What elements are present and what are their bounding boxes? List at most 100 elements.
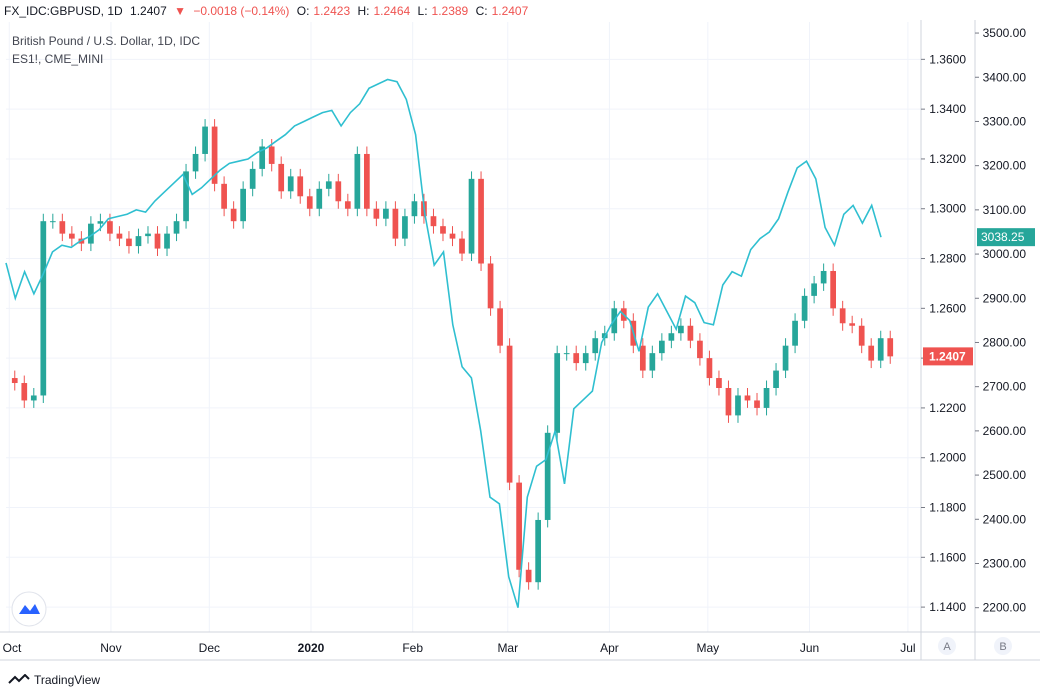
candle	[211, 119, 218, 192]
candle-body	[554, 353, 561, 433]
gbpusd-last-price-tag: 1.2407	[923, 347, 973, 366]
scale-button-a[interactable]: A	[938, 637, 956, 655]
candle-body	[687, 325, 694, 341]
candle-body	[459, 238, 465, 254]
candle-body	[221, 183, 227, 209]
candle	[173, 213, 180, 242]
candle	[830, 263, 836, 316]
right-axis-tick-label: 3100.00	[983, 203, 1027, 217]
x-axis-tick-label: Jun	[800, 641, 819, 655]
candle	[344, 193, 351, 217]
candle	[811, 275, 817, 304]
candle-body	[544, 432, 551, 520]
candle	[487, 256, 494, 316]
candle	[744, 388, 751, 408]
candle-body	[497, 308, 503, 346]
candle	[582, 345, 589, 371]
candle	[792, 313, 798, 354]
candle	[430, 208, 437, 234]
candle-body	[659, 340, 665, 354]
candle-body	[830, 270, 836, 309]
right-axis-tick-label: 2700.00	[983, 380, 1027, 394]
right-axis-tick-label: 2400.00	[983, 512, 1027, 526]
candle	[297, 168, 304, 204]
candle	[868, 338, 875, 369]
candle	[659, 333, 665, 361]
right-axis-tick-label: 2900.00	[983, 291, 1027, 305]
candle-body	[230, 208, 237, 222]
candle-body	[449, 233, 456, 239]
candle	[639, 338, 646, 379]
left-axis-tick-label: 1.3000	[929, 202, 966, 216]
candle	[49, 213, 56, 229]
x-axis-tick-label: Apr	[600, 641, 619, 655]
candle	[763, 380, 770, 416]
high-value: 1.2464	[373, 4, 411, 18]
high-label: H:	[357, 4, 370, 18]
candle	[849, 315, 856, 334]
candle-body	[145, 233, 151, 237]
candle-body	[392, 208, 399, 239]
left-axis-tick-label: 1.3200	[929, 152, 966, 166]
last-price: 1.2407	[130, 4, 167, 18]
tv-logo-icon[interactable]	[11, 591, 47, 627]
candle	[592, 330, 599, 361]
candle-body	[183, 171, 189, 222]
candle-body	[59, 221, 66, 234]
candle-body	[639, 345, 646, 371]
candle	[516, 475, 522, 578]
right-axis-tick-label: 2500.00	[983, 468, 1027, 482]
candle-body	[69, 233, 75, 239]
candle	[316, 181, 323, 217]
left-axis-tick-label: 1.2600	[929, 301, 966, 315]
candle-body	[287, 176, 294, 192]
candle-body	[364, 153, 370, 209]
candle-body	[373, 208, 380, 219]
es1-tag-bg	[977, 228, 1035, 247]
candle	[801, 288, 808, 329]
left-axis-tick-label: 1.3400	[929, 102, 966, 116]
right-axis-tick-label: 2200.00	[983, 601, 1027, 615]
x-axis-tick-label: Nov	[100, 641, 121, 655]
symbol-name[interactable]: FX_IDC:GBPUSD, 1D	[4, 4, 123, 18]
candle	[354, 146, 361, 217]
candle-body	[516, 482, 522, 570]
candle-body	[202, 126, 208, 154]
candle-body	[649, 353, 656, 371]
overlay-label[interactable]: ES1!, CME_MINI	[12, 52, 104, 66]
candle-body	[325, 181, 332, 189]
tradingview-logo-icon	[8, 674, 30, 684]
scale-button-b[interactable]: B	[994, 637, 1012, 655]
candle	[449, 226, 456, 247]
candle-body	[154, 233, 161, 249]
candle-body	[354, 153, 361, 209]
close-label: C:	[475, 4, 488, 18]
candle-body	[468, 178, 475, 254]
candle	[725, 380, 732, 423]
es1-last-price-tag: 3038.25	[977, 228, 1035, 247]
candle	[30, 388, 37, 408]
candle-body	[849, 323, 856, 326]
candle-body	[716, 378, 722, 388]
candle-body	[792, 320, 798, 346]
candle	[782, 338, 789, 379]
candle-body	[211, 126, 218, 184]
candle-body	[240, 188, 246, 222]
candle	[202, 119, 208, 162]
low-value: 1.2389	[431, 4, 469, 18]
es1-tag-label: 3038.25	[981, 230, 1025, 244]
right-axis-tick-label: 3300.00	[983, 114, 1027, 128]
logo-mark	[19, 604, 40, 614]
candle	[373, 201, 380, 227]
candle	[839, 300, 846, 331]
left-axis-tick-label: 1.2000	[929, 451, 966, 465]
candle	[563, 345, 570, 361]
candle-body	[116, 233, 123, 239]
candle-body	[306, 196, 313, 209]
candle-body	[877, 338, 884, 361]
candle-body	[839, 308, 846, 324]
right-axis-tick-label: 3200.00	[983, 159, 1027, 173]
candle-body	[430, 216, 437, 227]
candle-body	[535, 519, 541, 583]
